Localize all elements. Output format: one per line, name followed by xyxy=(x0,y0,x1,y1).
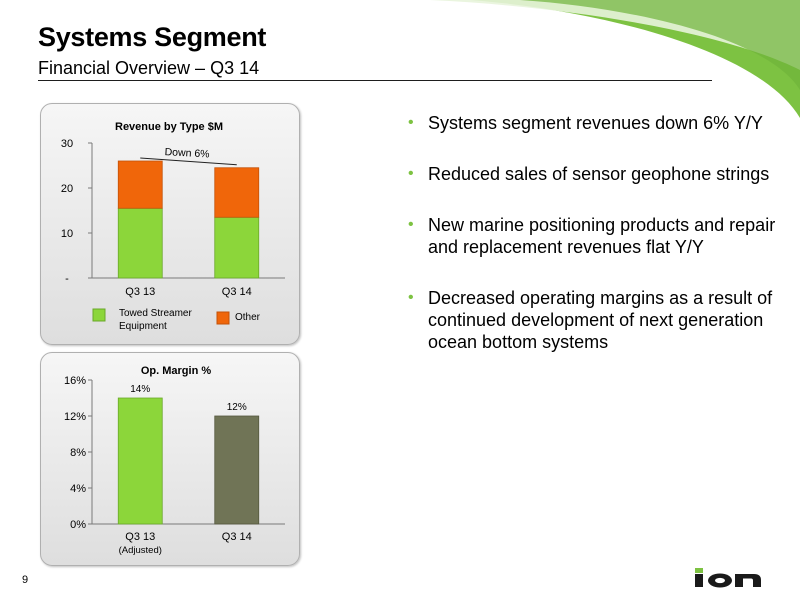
y-tick-label: - xyxy=(65,273,69,285)
y-tick-label: 4% xyxy=(70,483,86,495)
annotation-label: Down 6% xyxy=(164,146,210,160)
y-tick-label: 0% xyxy=(70,519,86,531)
bar-op-margin-q3-14 xyxy=(214,415,260,525)
bullet-dot-icon: • xyxy=(408,289,414,306)
bullet-item: • Reduced sales of sensor geophone string… xyxy=(408,164,770,184)
x-tick-label: Q3 14 xyxy=(222,531,252,543)
chart-title: Op. Margin % xyxy=(141,365,212,377)
chart-title: Revenue by Type $M xyxy=(115,121,223,133)
page-number: 9 xyxy=(22,574,29,586)
op-margin-chart-panel: Op. Margin % 0% 4% 8% 12% 16% 14% Q3 13 (Adjus… xyxy=(40,352,300,566)
bullet-item: • Systems segment revenues down 6% Y/Y xyxy=(408,113,763,133)
x-tick-label: Q3 14 xyxy=(222,286,252,298)
revenue-chart-panel: Revenue by Type $M - 10 20 30 Q3 13 Q3 14 Dow… xyxy=(40,103,300,345)
y-tick-label: 20 xyxy=(61,183,73,195)
legend-label-towed-streamer: Towed Streamer xyxy=(119,308,192,319)
bar-other-q3-13 xyxy=(117,160,163,209)
bar-towed-streamer-q3-14 xyxy=(214,216,260,279)
bullet-dot-icon: • xyxy=(408,114,414,131)
x-tick-label: Q3 13 xyxy=(125,531,155,543)
annotation-line xyxy=(140,157,237,166)
slide-title: Systems Segment xyxy=(38,22,267,52)
y-tick-label: 30 xyxy=(61,138,73,150)
bullet-dot-icon: • xyxy=(408,165,414,182)
title-rule xyxy=(38,80,712,81)
x-tick-sublabel: (Adjusted) xyxy=(119,545,162,556)
revenue-by-type-chart: Revenue by Type $M - 10 20 30 Q3 13 Q3 14 Dow… xyxy=(61,121,285,332)
y-tick-label: 8% xyxy=(70,447,86,459)
op-margin-chart: Op. Margin % 0% 4% 8% 12% 16% 14% Q3 13 (Adjus… xyxy=(64,365,285,556)
data-label: 14% xyxy=(130,384,150,395)
legend-label-other: Other xyxy=(235,312,261,323)
bullet-item: • Decreased operating margins as a result… xyxy=(408,288,773,352)
data-label: 12% xyxy=(227,402,247,413)
y-tick-label: 16% xyxy=(64,375,86,387)
legend-swatch-towed-streamer xyxy=(92,308,106,322)
x-tick-label: Q3 13 xyxy=(125,286,155,298)
bar-other-q3-14 xyxy=(214,167,260,218)
legend-swatch-other xyxy=(216,311,230,325)
bullet-list: • Systems segment revenues down 6% Y/Y • R… xyxy=(408,112,788,382)
bar-op-margin-q3-13 xyxy=(117,397,163,525)
legend-label-towed-streamer-line2: Equipment xyxy=(119,321,167,332)
y-tick-label: 10 xyxy=(61,228,73,240)
slide-subtitle: Financial Overview – Q3 14 xyxy=(38,58,260,78)
bullet-dot-icon: • xyxy=(408,216,414,233)
bullet-item: • New marine positioning products and rep… xyxy=(408,215,776,257)
bar-towed-streamer-q3-13 xyxy=(117,207,163,279)
y-tick-label: 12% xyxy=(64,411,86,423)
ion-logo xyxy=(695,568,761,588)
header-swoosh xyxy=(430,0,800,118)
